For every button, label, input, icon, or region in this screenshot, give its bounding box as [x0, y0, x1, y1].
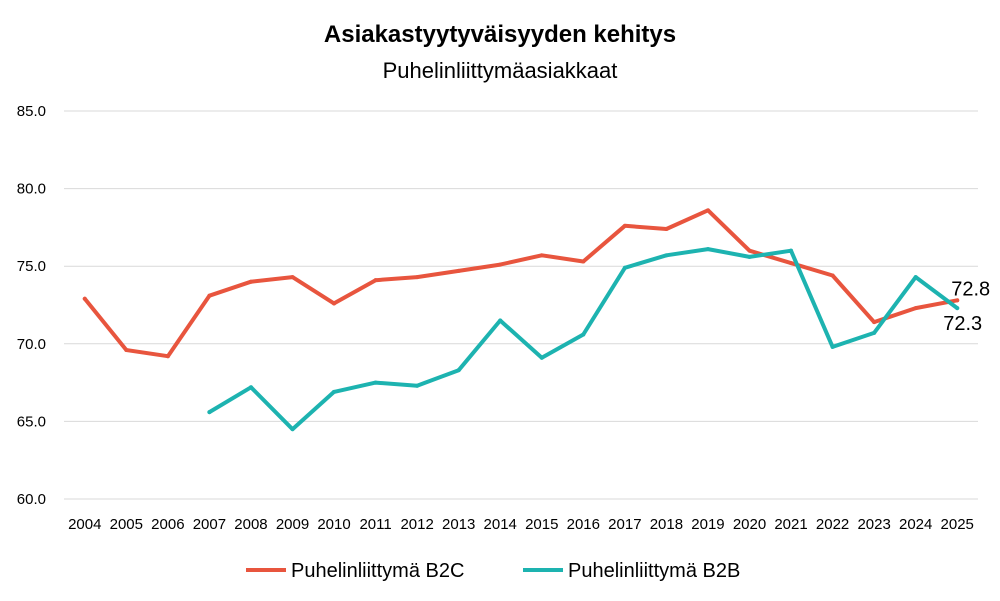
x-tick-label: 2004 — [68, 516, 101, 533]
x-tick-label: 2017 — [608, 516, 641, 533]
data-point — [82, 296, 87, 301]
data-point — [290, 427, 295, 432]
y-tick-label: 70.0 — [17, 336, 46, 353]
data-point — [498, 318, 503, 323]
x-tick-label: 2009 — [276, 516, 309, 533]
x-tick-label: 2005 — [110, 516, 143, 533]
x-tick-label: 2019 — [691, 516, 724, 533]
data-point — [415, 383, 420, 388]
y-tick-label: 65.0 — [17, 413, 46, 430]
legend-label: Puhelinliittymä B2B — [568, 560, 740, 582]
x-tick-label: 2024 — [899, 516, 932, 533]
x-tick-label: 2015 — [525, 516, 558, 533]
end-data-label: 72.3 — [943, 313, 982, 335]
data-point — [332, 389, 337, 394]
data-point — [290, 275, 295, 280]
x-tick-label: 2020 — [733, 516, 766, 533]
data-point — [664, 253, 669, 258]
data-point — [248, 279, 253, 284]
data-point — [124, 348, 129, 353]
x-tick-label: 2010 — [317, 516, 350, 533]
y-tick-label: 80.0 — [17, 181, 46, 198]
data-point — [622, 223, 627, 228]
x-tick-label: 2025 — [941, 516, 974, 533]
data-point — [415, 275, 420, 280]
data-point — [913, 306, 918, 311]
data-point — [539, 253, 544, 258]
data-point — [747, 248, 752, 253]
chart-title: Asiakastyytyväisyyden kehitys — [324, 21, 676, 48]
series-line-b2c — [82, 208, 960, 359]
x-tick-label: 2013 — [442, 516, 475, 533]
x-tick-label: 2018 — [650, 516, 683, 533]
data-point — [664, 226, 669, 231]
data-point — [705, 247, 710, 252]
data-labels: 72.8 72.3 — [943, 278, 990, 335]
data-point — [789, 261, 794, 266]
series-line-b2b — [207, 247, 960, 432]
y-tick-label: 85.0 — [17, 103, 46, 120]
legend: Puhelinliittymä B2C Puhelinliittymä B2B — [246, 560, 740, 582]
y-axis-ticks: 60.0 65.0 70.0 75.0 80.0 85.0 — [17, 103, 46, 508]
data-point — [332, 301, 337, 306]
x-tick-label: 2021 — [774, 516, 807, 533]
data-point — [373, 278, 378, 283]
y-tick-label: 60.0 — [17, 491, 46, 508]
data-point — [830, 344, 835, 349]
x-tick-label: 2008 — [234, 516, 267, 533]
data-point — [539, 355, 544, 360]
x-tick-label: 2014 — [484, 516, 517, 533]
x-tick-label: 2016 — [567, 516, 600, 533]
end-data-label: 72.8 — [951, 278, 990, 300]
x-tick-label: 2011 — [359, 516, 391, 533]
data-point — [456, 268, 461, 273]
data-point — [373, 380, 378, 385]
chart-subtitle: Puhelinliittymäasiakkaat — [383, 58, 618, 83]
data-point — [581, 332, 586, 337]
data-point — [581, 259, 586, 264]
x-tick-label: 2007 — [193, 516, 226, 533]
data-point — [913, 275, 918, 280]
data-point — [248, 385, 253, 390]
data-point — [955, 306, 960, 311]
data-point — [747, 254, 752, 259]
gridlines — [64, 110, 978, 500]
x-tick-label: 2023 — [857, 516, 890, 533]
data-point — [498, 262, 503, 267]
data-point — [955, 298, 960, 303]
legend-label: Puhelinliittymä B2C — [291, 560, 464, 582]
x-axis-ticks: 2004 2005 2006 2007 2008 2009 2010 2011 2012 2013… — [68, 516, 974, 533]
x-tick-label: 2006 — [151, 516, 184, 533]
data-point — [872, 330, 877, 335]
data-point — [789, 248, 794, 253]
data-point — [165, 354, 170, 359]
data-point — [622, 265, 627, 270]
data-point — [207, 293, 212, 298]
x-tick-label: 2022 — [816, 516, 849, 533]
data-point — [872, 320, 877, 325]
data-point — [456, 368, 461, 373]
data-point — [207, 410, 212, 415]
y-tick-label: 75.0 — [17, 258, 46, 275]
data-point — [830, 273, 835, 278]
data-point — [705, 208, 710, 213]
x-tick-label: 2012 — [400, 516, 433, 533]
series-lines — [82, 208, 960, 432]
